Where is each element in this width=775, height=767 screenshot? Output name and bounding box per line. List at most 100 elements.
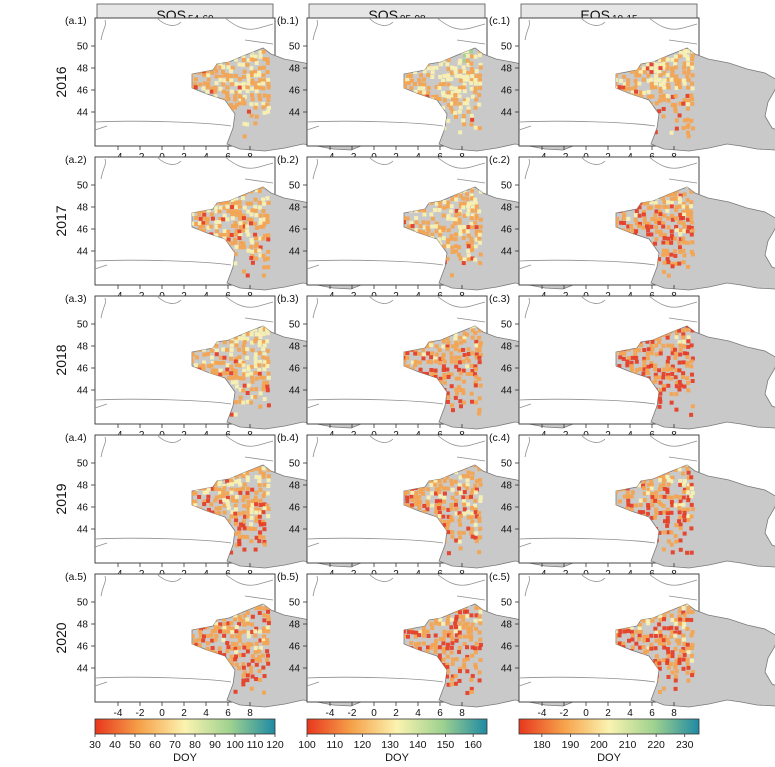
x-tick-label: 6 — [225, 708, 231, 719]
colorbar-tick-label: 40 — [109, 739, 121, 751]
colorbar-tick-label: 220 — [647, 739, 665, 751]
y-tick-label: 44 — [77, 108, 89, 119]
y-tick-label: 48 — [289, 342, 301, 353]
x-tick-label: -4 — [326, 708, 335, 719]
y-tick-label: 46 — [501, 225, 513, 236]
y-tick-label: 50 — [77, 459, 89, 470]
colorbar-scale — [518, 718, 700, 735]
colorbar-tick-label: 160 — [464, 739, 482, 751]
panel-id: (c.1) — [489, 15, 510, 27]
x-tick-label: 2 — [605, 708, 611, 719]
panel-grid: 2016(a.1)-4-20246850484644(b.1)-4-202468… — [53, 15, 775, 719]
colorbar-3: 180 190 200 210 220 230 DOY — [518, 718, 700, 764]
colorbar-tick-label: 180 — [533, 739, 551, 751]
year-label: 2019 — [53, 483, 69, 514]
y-tick-label: 50 — [289, 598, 301, 609]
panel-id: (c.4) — [489, 432, 510, 444]
y-tick-label: 50 — [501, 459, 513, 470]
x-tick-label: 4 — [415, 708, 421, 719]
y-tick-label: 48 — [289, 481, 301, 492]
y-tick-label: 50 — [289, 181, 301, 192]
y-tick-label: 46 — [501, 642, 513, 653]
colorbar-tick-label: 150 — [437, 739, 455, 751]
x-tick-label: -4 — [538, 708, 547, 719]
colorbar-tick-label: 140 — [409, 739, 427, 751]
colorbar-tick-label: 210 — [619, 739, 637, 751]
x-tick-label: 0 — [583, 708, 589, 719]
x-tick-label: -2 — [348, 708, 357, 719]
panel-id: (a.5) — [65, 571, 87, 583]
year-label: 2017 — [53, 205, 69, 236]
colorbar-tick-label: 60 — [149, 739, 161, 751]
x-tick-label: 4 — [203, 708, 209, 719]
y-tick-label: 50 — [289, 320, 301, 331]
y-tick-label: 48 — [77, 64, 89, 75]
panel-id: (c.2) — [489, 154, 510, 166]
x-tick-label: 4 — [627, 708, 633, 719]
colorbar-tick-label: 100 — [298, 739, 316, 751]
x-tick-label: -4 — [114, 708, 123, 719]
colorbar-tick-label: 50 — [129, 739, 141, 751]
colorbar-tick-label: 70 — [169, 739, 181, 751]
y-tick-label: 46 — [501, 364, 513, 375]
panel-id: (b.1) — [277, 15, 299, 27]
y-tick-label: 48 — [501, 342, 513, 353]
colorbar-tick-label: 200 — [590, 739, 608, 751]
y-tick-label: 50 — [501, 181, 513, 192]
y-tick-label: 44 — [289, 108, 301, 119]
colorbar-label: DOY — [385, 752, 410, 764]
y-tick-label: 44 — [77, 247, 89, 258]
y-tick-label: 48 — [289, 64, 301, 75]
colorbar-tick-label: 30 — [89, 739, 101, 751]
x-tick-label: -2 — [136, 708, 145, 719]
x-tick-label: -2 — [560, 708, 569, 719]
y-tick-label: 46 — [289, 642, 301, 653]
y-tick-label: 44 — [77, 664, 89, 675]
y-tick-label: 50 — [77, 181, 89, 192]
colorbar-label: DOY — [173, 752, 198, 764]
year-label: 2020 — [53, 622, 69, 653]
x-tick-label: 8 — [247, 708, 253, 719]
y-tick-label: 46 — [289, 364, 301, 375]
colorbar-tick-label: 80 — [189, 739, 201, 751]
y-tick-label: 48 — [501, 620, 513, 631]
colorbar-scale — [306, 718, 488, 735]
y-tick-label: 46 — [289, 225, 301, 236]
y-tick-label: 44 — [289, 664, 301, 675]
colorbar-tick-label: 230 — [676, 739, 694, 751]
y-tick-label: 44 — [501, 247, 513, 258]
colorbar-tick-label: 90 — [209, 739, 221, 751]
colorbar-2: 100 110 120 130 140 150 160 DOY — [298, 718, 488, 764]
panel-id: (b.5) — [277, 571, 299, 583]
y-tick-label: 46 — [77, 503, 89, 514]
y-tick-label: 50 — [289, 42, 301, 53]
y-tick-label: 44 — [501, 664, 513, 675]
y-tick-label: 48 — [77, 342, 89, 353]
panel-id: (c.5) — [489, 571, 510, 583]
y-tick-label: 48 — [289, 620, 301, 631]
panel-id: (a.3) — [65, 293, 87, 305]
panel-id: (a.2) — [65, 154, 87, 166]
y-tick-label: 50 — [289, 459, 301, 470]
y-tick-label: 48 — [501, 203, 513, 214]
y-tick-label: 46 — [77, 86, 89, 97]
y-tick-label: 46 — [77, 364, 89, 375]
colorbar-tick-label: 120 — [354, 739, 372, 751]
y-tick-label: 48 — [501, 481, 513, 492]
colorbar-tick-label: 110 — [326, 739, 343, 751]
y-tick-label: 50 — [77, 598, 89, 609]
x-tick-label: 0 — [371, 708, 377, 719]
x-tick-label: 8 — [671, 708, 677, 719]
x-tick-label: 6 — [437, 708, 443, 719]
x-tick-label: 2 — [181, 708, 187, 719]
colorbar-tick-label: 120 — [266, 739, 284, 751]
